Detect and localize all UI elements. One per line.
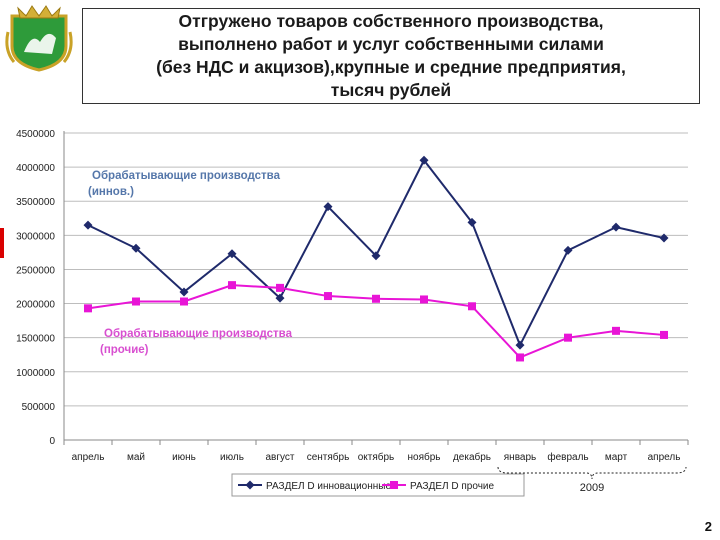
data-point-diamond: [419, 155, 429, 165]
y-tick-label: 2000000: [16, 300, 55, 311]
data-point-diamond: [371, 251, 381, 261]
data-point-square: [324, 292, 332, 301]
y-tick-label: 0: [49, 436, 55, 447]
x-tick-label: декабрь: [453, 451, 491, 463]
y-tick-label: 4500000: [16, 129, 55, 140]
legend-label: РАЗДЕЛ D прочие: [410, 481, 494, 492]
data-point-square: [372, 294, 380, 303]
y-tick-label: 1500000: [16, 334, 55, 345]
data-point-diamond: [659, 233, 669, 243]
data-point-square: [516, 353, 524, 362]
data-point-diamond: [323, 202, 333, 212]
x-tick-label: февраль: [547, 451, 588, 463]
title-box: Отгружено товаров собственного производс…: [82, 8, 700, 104]
data-point-diamond: [611, 222, 621, 232]
x-tick-label: апрель: [648, 452, 681, 463]
data-point-square: [276, 283, 284, 292]
data-point-square: [564, 333, 572, 342]
y-tick-label: 1000000: [16, 368, 55, 379]
data-point-diamond: [131, 243, 141, 253]
x-tick-label: январь: [504, 452, 536, 463]
annotation-label: Обрабатывающие производства: [104, 328, 293, 340]
annotation-label: (прочие): [100, 344, 149, 356]
legend-label: РАЗДЕЛ D инновационные: [266, 481, 391, 492]
data-point-square: [390, 481, 398, 489]
data-point-diamond: [83, 220, 93, 230]
x-tick-label: апрель: [72, 452, 105, 463]
year-bracket-label: 2009: [580, 482, 604, 494]
y-tick-label: 3500000: [16, 197, 55, 208]
data-point-square: [84, 304, 92, 313]
data-point-square: [660, 330, 668, 339]
x-tick-label: март: [605, 452, 628, 463]
data-point-square: [468, 302, 476, 311]
data-point-square: [132, 297, 140, 306]
x-tick-label: октябрь: [358, 451, 395, 463]
data-point-diamond: [275, 293, 285, 303]
y-tick-label: 3000000: [16, 231, 55, 242]
page-title: Отгружено товаров собственного производс…: [156, 11, 626, 100]
annotation-label: Обрабатывающие производства: [92, 170, 281, 182]
year-bracket: [497, 466, 687, 480]
data-point-diamond: [563, 245, 573, 255]
page-number: 2: [704, 519, 712, 534]
data-point-diamond: [515, 340, 525, 350]
x-tick-label: июнь: [172, 452, 196, 463]
red-edge-marker: [0, 228, 4, 258]
y-tick-label: 2500000: [16, 265, 55, 276]
data-point-diamond: [227, 249, 237, 259]
data-point-square: [228, 281, 236, 290]
data-point-square: [612, 326, 620, 335]
data-point-diamond: [467, 217, 477, 227]
annotation-label: (иннов.): [88, 186, 134, 198]
y-tick-label: 500000: [22, 402, 56, 413]
x-tick-label: июль: [220, 452, 244, 463]
data-point-square: [420, 295, 428, 304]
x-tick-label: май: [127, 452, 145, 463]
x-tick-label: ноябрь: [408, 451, 441, 463]
x-tick-label: сентябрь: [307, 451, 350, 463]
data-point-diamond: [179, 287, 189, 297]
coat-of-arms-emblem: [5, 5, 73, 72]
data-point-diamond: [245, 480, 255, 490]
x-tick-label: август: [266, 452, 295, 463]
data-point-square: [180, 297, 188, 306]
legend-box: [231, 473, 525, 497]
y-tick-label: 4000000: [16, 163, 55, 174]
